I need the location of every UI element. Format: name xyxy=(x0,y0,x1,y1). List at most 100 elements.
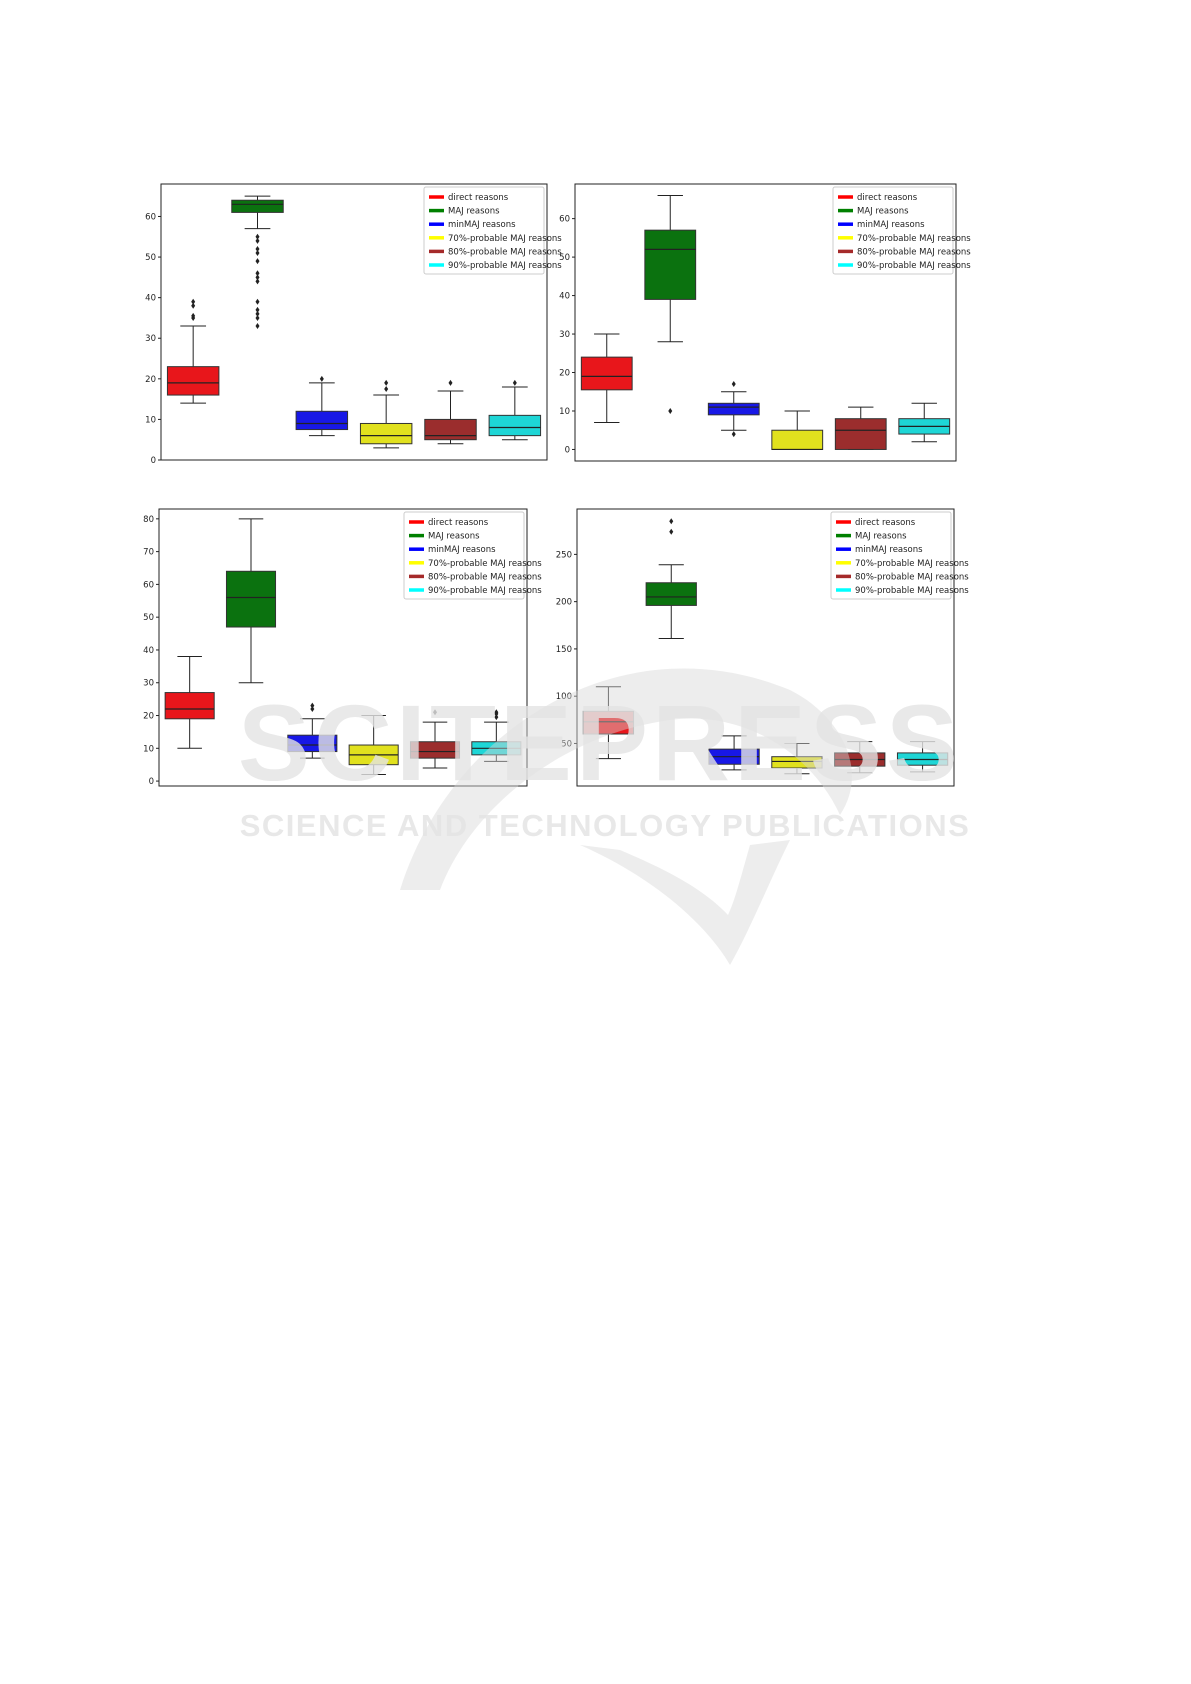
legend-label: MAJ reasons xyxy=(428,532,480,542)
legend-label: minMAJ reasons xyxy=(428,545,496,555)
outlier-point xyxy=(255,314,260,321)
outlier-point xyxy=(731,431,736,438)
box-body xyxy=(166,366,220,396)
y-tick-label: 10 xyxy=(143,744,154,754)
y-tick-label: 250 xyxy=(556,550,572,560)
y-tick-label: 20 xyxy=(145,375,156,385)
box-80-probable-maj-reasons xyxy=(424,379,477,445)
outlier-point xyxy=(512,379,517,386)
legend-label: 80%-probable MAJ reasons xyxy=(428,572,542,582)
legend-label: minMAJ reasons xyxy=(857,220,925,230)
chart-panel-2: 0 10 20 30 40 50 60 direct reasons MAJ reasons mi… xyxy=(559,183,990,474)
legend-label: direct reasons xyxy=(428,518,489,528)
outlier-point xyxy=(494,714,499,721)
box-body xyxy=(164,692,215,720)
box-minmaj-reasons xyxy=(708,735,760,771)
box-body xyxy=(645,582,697,606)
legend-label: direct reasons xyxy=(857,193,918,203)
legend-label: 80%-probable MAJ reasons xyxy=(857,247,971,257)
box-body xyxy=(287,734,338,753)
legend-label: 70%-probable MAJ reasons xyxy=(428,559,542,569)
chart-panel-1: 0 10 20 30 40 50 60 direct reasons MAJ reasons mi… xyxy=(140,183,562,474)
outlier-point xyxy=(384,385,389,392)
watermark-tail-icon xyxy=(580,840,790,965)
y-tick-label: 40 xyxy=(145,294,156,304)
legend-label: 90%-probable MAJ reasons xyxy=(855,586,969,596)
outlier-point xyxy=(668,407,673,414)
box-90-probable-maj-reasons xyxy=(471,709,522,762)
box-body xyxy=(424,418,477,441)
y-tick-label: 20 xyxy=(559,369,570,379)
outlier-point xyxy=(255,250,260,256)
legend: direct reasons MAJ reasons minMAJ reasons 7… xyxy=(832,186,971,275)
outlier-point xyxy=(255,258,260,265)
box-body xyxy=(488,414,542,437)
box-70-probable-maj-reasons xyxy=(359,379,413,449)
chart-panel-3: 0 10 20 30 40 50 60 70 80 direct reasons MAJ reaso… xyxy=(140,508,560,799)
outlier-point xyxy=(255,323,260,330)
box-70-probable-maj-reasons xyxy=(771,410,824,451)
box-70-probable-maj-reasons xyxy=(771,742,823,775)
box-70-probable-maj-reasons xyxy=(348,715,399,776)
box-direct-reasons xyxy=(580,333,633,424)
chart-panel-4: 50 100 150 200 250 direct reasons MAJ reasons m… xyxy=(556,508,990,799)
outlier-point xyxy=(310,702,315,709)
chart-3: 0 10 20 30 40 50 60 70 80 direct reasons MAJ reaso… xyxy=(143,508,542,787)
box-90-probable-maj-reasons xyxy=(898,402,951,443)
y-tick-label: 40 xyxy=(143,646,154,656)
outlier-point xyxy=(255,274,260,281)
outlier-point xyxy=(310,705,315,712)
y-tick-label: 50 xyxy=(143,613,154,623)
outlier-point xyxy=(255,306,260,313)
legend-frame xyxy=(403,511,525,600)
box-90-probable-maj-reasons xyxy=(896,741,949,773)
box-80-probable-maj-reasons xyxy=(834,741,886,774)
box-body xyxy=(580,356,633,391)
box-direct-reasons xyxy=(164,656,215,749)
y-tick-label: 0 xyxy=(149,777,154,787)
outlier-point xyxy=(731,381,736,388)
outlier-point xyxy=(319,375,324,382)
outlier-point xyxy=(433,709,437,716)
outlier-point xyxy=(191,302,196,309)
box-90-probable-maj-reasons xyxy=(488,379,542,441)
legend-label: MAJ reasons xyxy=(855,532,907,542)
legend-frame xyxy=(830,511,952,600)
box-80-probable-maj-reasons xyxy=(834,406,887,450)
outlier-point xyxy=(191,312,196,319)
outlier-point xyxy=(191,298,196,305)
box-body xyxy=(771,429,824,450)
y-tick-label: 30 xyxy=(559,330,570,340)
box-body xyxy=(834,418,887,450)
outlier-point xyxy=(255,233,260,240)
outlier-point xyxy=(255,245,260,252)
legend-label: 70%-probable MAJ reasons xyxy=(855,559,969,569)
outlier-point xyxy=(255,298,260,305)
legend-label: 70%-probable MAJ reasons xyxy=(857,234,971,244)
box-maj-reasons xyxy=(231,195,284,330)
y-tick-label: 20 xyxy=(143,712,154,722)
box-body xyxy=(644,229,697,300)
y-tick-label: 150 xyxy=(556,645,572,655)
box-80-probable-maj-reasons xyxy=(409,709,461,769)
legend-label: 80%-probable MAJ reasons xyxy=(855,572,969,582)
legend: direct reasons MAJ reasons minMAJ reasons 7… xyxy=(423,186,562,275)
outlier-point xyxy=(669,528,674,535)
outlier-point xyxy=(669,518,674,525)
outlier-point xyxy=(255,270,260,277)
y-tick-label: 10 xyxy=(559,407,570,417)
box-maj-reasons xyxy=(645,518,697,640)
box-body xyxy=(409,741,461,759)
box-body xyxy=(225,570,277,628)
legend-label: minMAJ reasons xyxy=(448,220,516,230)
box-direct-reasons xyxy=(166,298,220,404)
y-tick-label: 40 xyxy=(559,292,570,302)
chart-1: 0 10 20 30 40 50 60 direct reasons MAJ reasons mi… xyxy=(145,183,562,466)
legend-frame xyxy=(832,186,954,275)
y-tick-label: 10 xyxy=(145,415,156,425)
outlier-point xyxy=(448,379,453,386)
box-body xyxy=(771,756,823,769)
outlier-point xyxy=(255,310,260,317)
legend-label: MAJ reasons xyxy=(857,207,909,217)
box-minmaj-reasons xyxy=(287,702,338,759)
